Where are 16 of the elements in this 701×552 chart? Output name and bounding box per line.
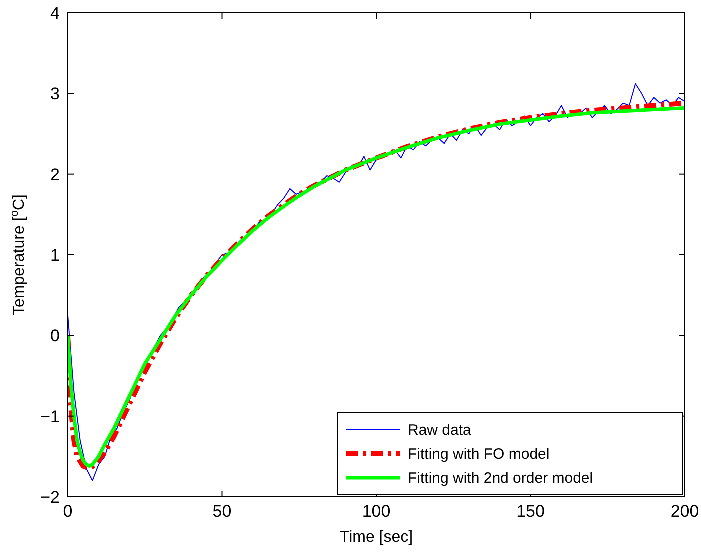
x-tick-label: 100 <box>362 502 391 521</box>
y-tick-label: 3 <box>50 84 60 104</box>
x-tick-label: 200 <box>670 502 700 521</box>
y-tick-label: −2 <box>40 488 60 507</box>
x-tick-label: 50 <box>212 502 232 521</box>
y-tick-label: 1 <box>50 246 60 265</box>
legend-label: Fitting with FO model <box>408 446 550 463</box>
x-tick-label: 0 <box>63 502 73 521</box>
y-tick-label: 0 <box>50 326 60 346</box>
x-axis-title: Time [sec] <box>340 529 414 546</box>
legend-label: Fitting with 2nd order model <box>408 470 594 487</box>
y-tick-label: −1 <box>40 407 60 426</box>
x-tick-label: 150 <box>516 502 545 521</box>
y-tick-label: 2 <box>50 165 60 184</box>
y-tick-label: 4 <box>50 4 60 23</box>
legend-label: Raw data <box>408 422 472 439</box>
